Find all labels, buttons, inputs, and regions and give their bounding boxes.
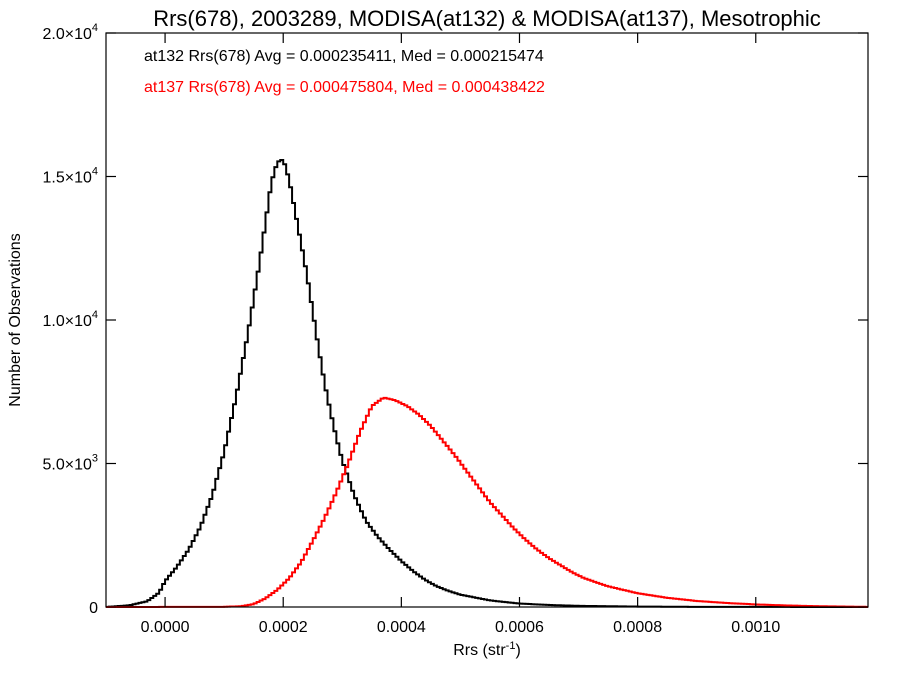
x-tick-label: 0.0000 (141, 619, 190, 636)
axis-layer: 0.0000 0.0002 0.0004 0.0006 0.0008 0.0010 0 5.0… (42, 22, 868, 636)
x-tick-label: 0.0002 (259, 619, 308, 636)
y-tick-label: 1.5×104 (42, 166, 98, 187)
y-tick-mantissa: 1.0×10 (42, 313, 91, 330)
chart-title: Rrs(678), 2003289, MODISA(at132) & MODIS… (153, 6, 821, 31)
annotation-at132: at132 Rrs(678) Avg = 0.000235411, Med = … (144, 48, 544, 65)
x-axis-label-main: Rrs (str (453, 642, 506, 659)
y-tick-label: 1.0×104 (42, 309, 98, 330)
y-tick-label: 0 (89, 600, 98, 617)
annotation-at137: at137 Rrs(678) Avg = 0.000475804, Med = … (144, 79, 545, 96)
x-axis-label-sup: -1 (506, 640, 516, 652)
y-tick-mantissa: 2.0×10 (42, 26, 91, 43)
x-tick-label: 0.0008 (613, 619, 662, 636)
x-tick-label: 0.0006 (495, 619, 544, 636)
y-tick-label: 5.0×103 (42, 453, 98, 474)
y-tick-mantissa: 5.0×10 (42, 457, 91, 474)
series-at137-histogram (106, 396, 868, 608)
series-layer (106, 159, 868, 608)
series-at132-histogram (106, 159, 868, 608)
plot-frame (105, 32, 869, 608)
x-tick-label: 0.0004 (377, 619, 426, 636)
y-tick-exponent: 3 (92, 453, 98, 465)
x-axis-label: Rrs (str-1) (453, 640, 521, 659)
y-tick-exponent: 4 (92, 22, 98, 34)
x-tick-label: 0.0010 (731, 619, 780, 636)
y-tick-exponent: 4 (92, 309, 98, 321)
y-axis-label: Number of Observations (7, 233, 24, 406)
y-tick-label: 2.0×104 (42, 22, 98, 43)
x-axis-label-close: ) (515, 642, 520, 659)
y-tick-mantissa: 1.5×10 (42, 170, 91, 187)
y-tick-exponent: 4 (92, 166, 98, 178)
